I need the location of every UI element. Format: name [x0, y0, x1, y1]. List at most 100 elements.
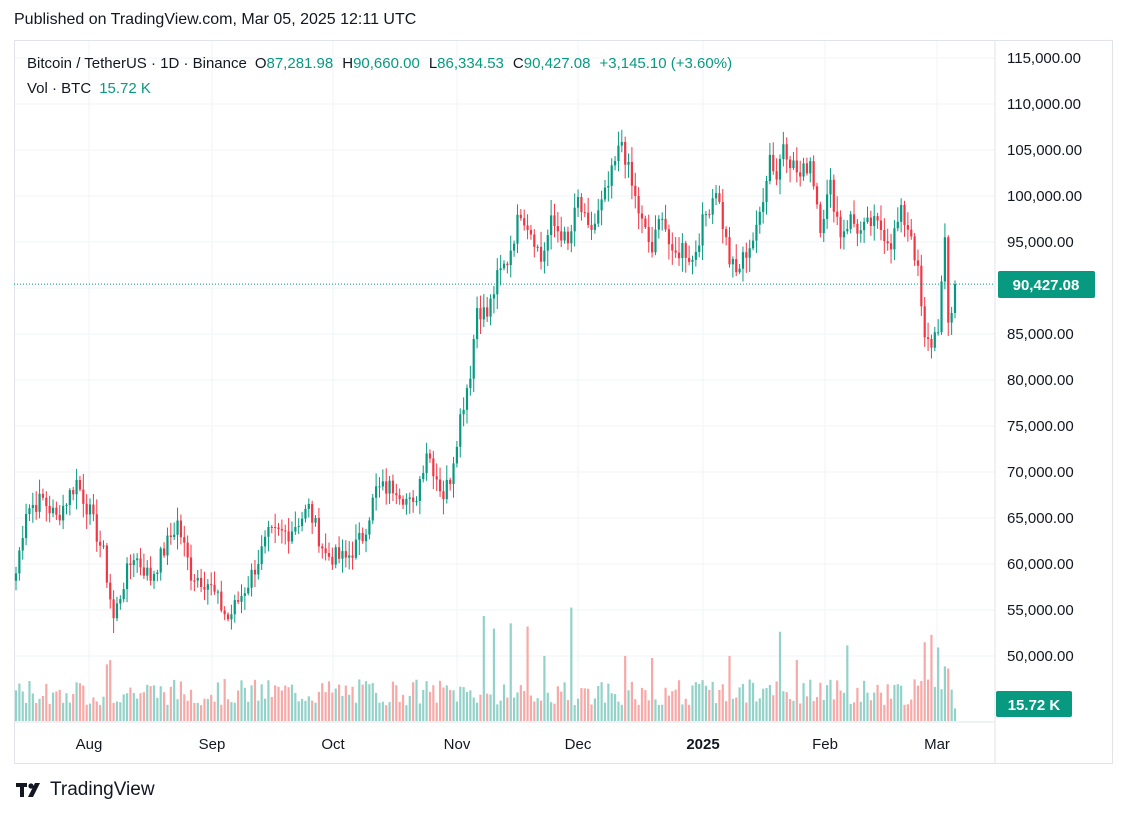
symbol-title[interactable]: Bitcoin / TetherUS · 1D · Binance [27, 55, 247, 72]
candle-body [105, 545, 108, 583]
volume-bar [863, 680, 866, 721]
candle-body [459, 414, 462, 447]
volume-bar [536, 698, 539, 721]
candle-body [704, 214, 708, 216]
candle-body [375, 486, 378, 498]
candle-body [526, 225, 529, 230]
time-tick-label: Dec [565, 736, 592, 753]
candle-body [223, 610, 226, 615]
volume-bar [792, 700, 795, 721]
price-chart[interactable]: 115,000.00 110,000.00 105,000.00 100,000.00… [0, 0, 1128, 770]
volume-bar [496, 704, 499, 721]
high-value: 90,660.00 [353, 55, 420, 72]
volume-bar [405, 705, 408, 721]
candle-body [136, 558, 139, 561]
price-tick-label: 50,000.00 [1007, 648, 1074, 665]
candle-body [112, 599, 115, 619]
candle-body [149, 567, 152, 581]
time-tick-label: Feb [812, 736, 838, 753]
candle-body [650, 241, 654, 253]
volume-bar [38, 698, 41, 721]
candle-body [667, 229, 671, 245]
candle-body [452, 463, 455, 484]
volume-bars [14, 607, 957, 721]
volume-title[interactable]: Vol · BTC [27, 80, 92, 97]
candle-body [475, 308, 479, 340]
candle-body [560, 231, 563, 241]
volume-bar [815, 697, 819, 721]
volume-bar [58, 689, 61, 721]
candle-body [324, 548, 327, 554]
volume-bar [371, 683, 374, 721]
candle-body [751, 240, 755, 249]
candle-body [38, 493, 41, 512]
volume-bar [216, 682, 220, 721]
volume-bar [361, 684, 364, 721]
candle-body [900, 204, 903, 222]
candle-body [176, 520, 179, 535]
candle-body [849, 214, 852, 230]
candle-body [139, 558, 142, 568]
volume-bar [230, 702, 233, 721]
candle-body [51, 507, 55, 514]
volume-bar [75, 682, 78, 721]
tradingview-footer[interactable]: TradingView [16, 779, 155, 801]
volume-bar [725, 701, 728, 721]
candle-body [354, 539, 358, 558]
price-tick-label: 75,000.00 [1007, 418, 1074, 435]
candle-body [937, 332, 940, 334]
candle-body [755, 224, 758, 241]
candle-body [398, 495, 401, 499]
price-tick-label: 80,000.00 [1007, 372, 1074, 389]
volume-bar [768, 684, 771, 721]
candle-body [425, 453, 428, 474]
candle-body [950, 313, 953, 323]
volume-bar [176, 699, 179, 721]
volume-bar [260, 684, 263, 721]
volume-bar [600, 682, 603, 721]
candle-body [472, 339, 475, 379]
candle-body [331, 556, 334, 565]
volume-bar [509, 623, 512, 721]
candle-body [210, 584, 213, 586]
candle-body [24, 513, 28, 539]
volume-bar [688, 704, 691, 721]
volume-bar [775, 681, 778, 721]
candle-body [536, 246, 539, 248]
candle-body [62, 505, 65, 521]
volume-bar [125, 693, 129, 721]
volume-bar [694, 682, 697, 721]
volume-bar [587, 688, 590, 721]
candle-body [317, 517, 321, 547]
candle-body [65, 504, 68, 506]
candle-body [889, 243, 893, 250]
candle-body [280, 529, 283, 531]
candle-body [829, 179, 832, 195]
time-tick-label: 2025 [686, 736, 719, 753]
volume-bar [455, 701, 458, 721]
volume-bar [314, 702, 317, 721]
volume-bar [667, 695, 671, 721]
volume-bar [196, 702, 199, 721]
candle-body [634, 185, 637, 196]
candle-body [839, 216, 842, 238]
candle-body [314, 517, 317, 523]
candle-body [516, 214, 519, 244]
volume-bar [284, 685, 287, 721]
candle-body [385, 481, 388, 494]
volume-bar [344, 685, 347, 721]
volume-bar [95, 701, 98, 721]
candle-body [455, 446, 458, 464]
candle-body [580, 196, 583, 213]
volume-bar [704, 685, 708, 721]
price-tick-label: 60,000.00 [1007, 556, 1074, 573]
candle-body [661, 218, 664, 220]
candle-body [906, 225, 909, 230]
candle-body [550, 215, 553, 236]
chart-pane[interactable] [14, 40, 1113, 764]
candle-body [72, 489, 75, 495]
candle-body [799, 172, 802, 177]
candle-body [866, 217, 869, 222]
candle-body [35, 504, 38, 512]
high-label: H [342, 55, 354, 72]
